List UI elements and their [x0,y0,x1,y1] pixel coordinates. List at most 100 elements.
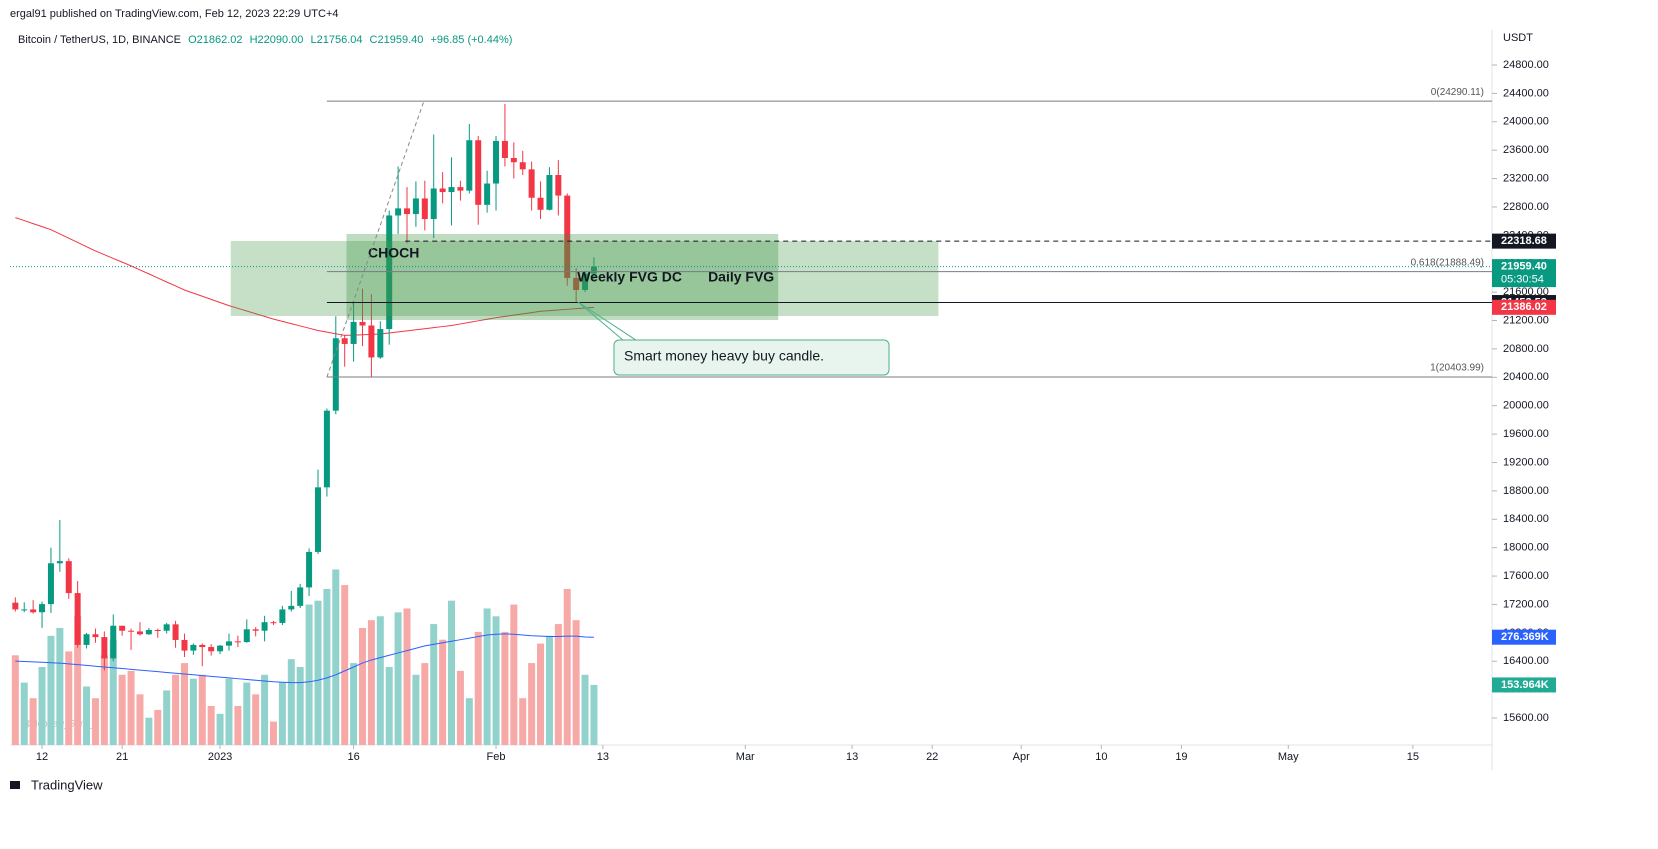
candle-body [74,593,81,645]
volume-bar [430,624,438,745]
volume-bar [29,698,37,745]
candle-body [368,325,375,358]
volume-bar [189,678,197,745]
candle-body [30,609,37,613]
volume-bar [296,666,304,745]
price-badge-label: 21386.02 [1501,301,1547,313]
volume-bar [519,698,527,745]
candle-body [582,273,589,291]
volume-bar [47,635,55,745]
fib-label: 0(24290.11) [1431,87,1484,98]
high: H22090.00 [250,34,304,46]
y-tick-label: 20400.00 [1503,371,1549,383]
candle-body [555,175,562,196]
volume-bar [278,682,286,745]
volume-bar [341,585,349,745]
volume-bar [394,612,402,745]
y-tick-label: 24400.00 [1503,87,1549,99]
volume-bar [314,600,322,745]
fvg-zone [346,234,779,321]
candle-body [128,630,135,632]
candle-body [501,140,508,158]
candle-body [475,140,482,205]
volume-bar [261,674,269,745]
y-tick-label: 17200.00 [1503,598,1549,610]
candle-body [279,609,286,623]
candle-body [208,647,215,652]
volume-bar [109,639,117,745]
volume-bar [154,709,162,745]
y-tick-label: 22800.00 [1503,201,1549,213]
volume-bar [243,682,251,745]
volume-bar [590,684,598,745]
candle-body [39,604,46,613]
logo [10,781,20,789]
volume-bar [376,616,384,745]
candle-body [145,630,152,635]
x-tick-label: 16 [347,751,359,763]
candle-body [21,609,28,611]
x-tick-label: Mar [736,751,755,763]
y-tick-label: 19600.00 [1503,428,1549,440]
volume-bar [305,604,313,745]
y-tick-label: 23200.00 [1503,172,1549,184]
volume-bar [83,686,91,745]
x-tick-label: 13 [597,751,609,763]
volume-bar [198,674,206,745]
x-tick-label: 13 [846,751,858,763]
candle-body [270,622,277,624]
y-tick-label: 16400.00 [1503,655,1549,667]
candle-body [510,157,517,163]
y-tick-label: 19200.00 [1503,456,1549,468]
y-tick-label: 18800.00 [1503,485,1549,497]
publisher: ergal91 published on TradingView.com, Fe… [10,8,339,20]
volume-bar [38,666,46,745]
candle-body [101,637,108,659]
volume-bar [172,674,180,745]
y-tick-label: 18400.00 [1503,513,1549,525]
candle-body [546,175,553,210]
symbol: Bitcoin / TetherUS, 1D, BINANCE [18,34,181,46]
currency: USDT [1503,32,1533,44]
volume-bar [145,717,153,745]
volume-bar [225,678,233,745]
volume-bar [465,698,473,745]
candle-body [163,624,170,631]
candle-body [430,188,437,220]
volume-bar [323,588,331,745]
volume-bar [385,666,393,745]
candle-body [172,624,179,640]
candle-body [261,622,268,631]
candle-body [590,266,597,274]
volume-bar [492,616,500,745]
y-tick-label: 23600.00 [1503,144,1549,156]
candle-body [314,487,321,552]
open: O21862.02 [188,34,242,46]
volume-bar [74,616,82,745]
volume-bar [332,569,340,745]
candle-body [448,187,455,193]
candle-body [110,625,117,659]
candle-body [306,551,313,588]
candle-body [519,162,526,170]
volume-bar [350,663,358,745]
volume-bar [269,721,277,745]
candle-body [243,629,250,643]
candle-body [528,169,535,198]
candle-body [377,329,384,358]
choch-label: CHOCH [368,245,419,261]
callout-pointer [577,301,646,347]
change: +96.85 (+0.44%) [430,34,512,46]
zone-label: Weekly FVG DC [577,269,682,285]
candle-body [493,140,500,184]
volume-bar [448,600,456,745]
candle-body [136,631,143,635]
candle-body [154,630,161,632]
x-tick-label: Feb [487,751,506,763]
candle-body [386,215,393,330]
volume-bar [252,694,260,745]
price-badge-sub: 05:30:54 [1501,274,1544,286]
volume-bar [403,608,411,745]
candle-body [297,587,304,606]
callout-box [613,339,890,376]
